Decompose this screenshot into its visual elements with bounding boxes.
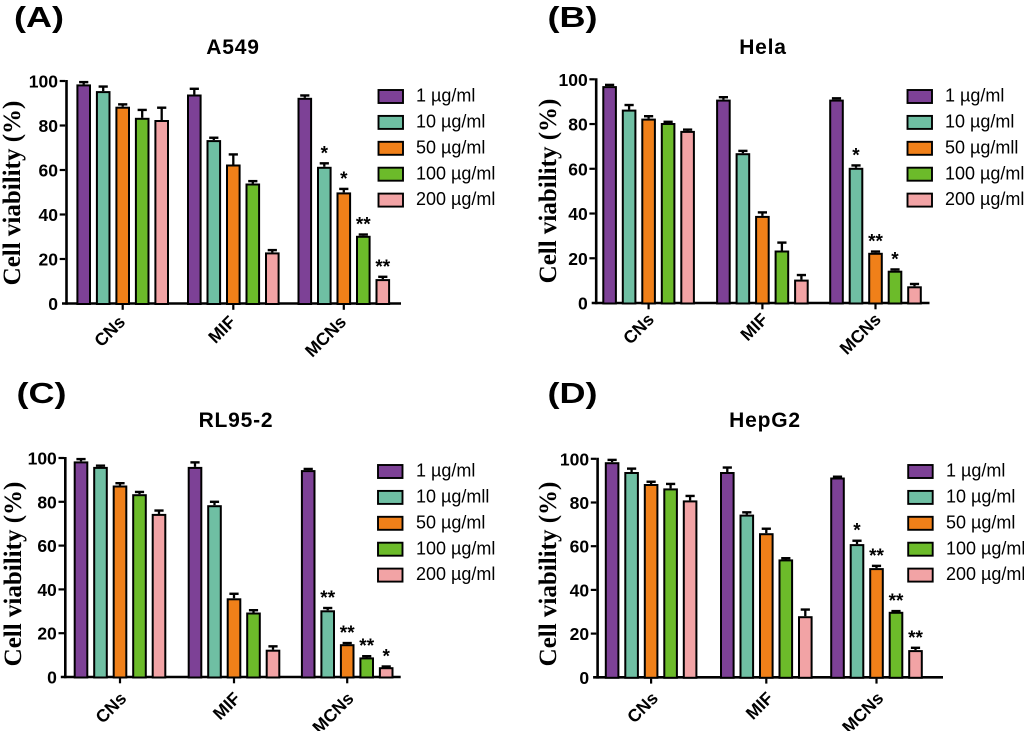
svg-text:Hela: Hela — [739, 36, 787, 59]
svg-text:**: ** — [375, 257, 390, 278]
svg-text:**: ** — [889, 591, 904, 612]
svg-text:40: 40 — [570, 580, 590, 600]
svg-text:10 µg/mll: 10 µg/mll — [416, 487, 489, 507]
svg-text:60: 60 — [570, 537, 590, 557]
svg-text:(C): (C) — [17, 378, 67, 410]
svg-text:Cell viability (%): Cell viability (%) — [0, 482, 27, 667]
svg-text:80: 80 — [39, 116, 59, 136]
svg-text:1 µg/ml: 1 µg/ml — [945, 86, 1004, 106]
svg-text:20: 20 — [570, 624, 590, 644]
svg-text:50 µg/ml: 50 µg/ml — [416, 512, 485, 532]
svg-text:40: 40 — [37, 580, 57, 600]
svg-text:0: 0 — [47, 668, 57, 688]
svg-text:10 µg/ml: 10 µg/ml — [945, 112, 1014, 132]
svg-text:**: ** — [356, 215, 371, 236]
svg-text:A549: A549 — [206, 36, 259, 59]
svg-text:Cell viability (%): Cell viability (%) — [0, 101, 26, 286]
svg-text:100: 100 — [560, 449, 589, 469]
svg-text:**: ** — [320, 588, 335, 609]
svg-text:*: * — [382, 647, 390, 668]
svg-text:80: 80 — [570, 493, 590, 513]
svg-text:Cell viability (%): Cell viability (%) — [535, 482, 562, 667]
svg-text:(A): (A) — [14, 2, 64, 34]
svg-text:20: 20 — [568, 249, 588, 269]
svg-text:50 µg/ml: 50 µg/ml — [416, 137, 485, 157]
svg-text:60: 60 — [39, 161, 59, 181]
svg-text:100 µg/ml: 100 µg/ml — [416, 163, 495, 183]
svg-text:10 µg/ml: 10 µg/ml — [946, 487, 1015, 507]
svg-text:200 µg/ml: 200 µg/ml — [416, 189, 495, 209]
svg-text:100: 100 — [28, 449, 57, 469]
svg-text:(B): (B) — [548, 2, 598, 34]
svg-text:*: * — [340, 169, 348, 190]
svg-text:100: 100 — [29, 72, 58, 92]
svg-text:1 µg/ml: 1 µg/ml — [416, 461, 475, 481]
svg-text:0: 0 — [48, 294, 58, 314]
svg-text:1 µg/ml: 1 µg/ml — [946, 461, 1005, 481]
svg-text:*: * — [321, 143, 329, 164]
svg-text:50 µg/ml: 50 µg/ml — [946, 512, 1015, 532]
svg-text:200 µg/ml: 200 µg/ml — [945, 189, 1024, 209]
svg-text:Cell viability (%): Cell viability (%) — [535, 99, 562, 284]
svg-text:100 µg/ml: 100 µg/ml — [945, 163, 1024, 183]
svg-text:100 µg/ml: 100 µg/ml — [416, 538, 495, 558]
svg-text:RL95-2: RL95-2 — [199, 409, 274, 432]
svg-text:*: * — [891, 249, 899, 270]
svg-text:100: 100 — [558, 70, 587, 90]
svg-text:100 µg/ml: 100 µg/ml — [946, 538, 1024, 558]
svg-text:80: 80 — [37, 492, 57, 512]
svg-text:(D): (D) — [548, 378, 598, 410]
svg-text:*: * — [852, 145, 860, 166]
svg-text:50 µg/mll: 50 µg/mll — [945, 137, 1018, 157]
svg-text:10 µg/ml: 10 µg/ml — [416, 112, 485, 132]
svg-text:HepG2: HepG2 — [729, 409, 801, 432]
svg-text:200 µg/ml: 200 µg/ml — [946, 564, 1024, 584]
svg-text:0: 0 — [579, 668, 589, 688]
svg-text:**: ** — [868, 232, 883, 253]
svg-text:60: 60 — [568, 159, 588, 179]
svg-text:20: 20 — [37, 624, 57, 644]
svg-text:1 µg/ml: 1 µg/ml — [416, 86, 475, 106]
svg-text:*: * — [853, 521, 861, 542]
svg-text:80: 80 — [568, 115, 588, 135]
svg-text:40: 40 — [568, 204, 588, 224]
svg-text:**: ** — [340, 623, 355, 644]
svg-text:200 µg/ml: 200 µg/ml — [416, 564, 495, 584]
svg-text:**: ** — [359, 636, 374, 657]
svg-text:40: 40 — [39, 205, 59, 225]
svg-text:60: 60 — [37, 536, 57, 556]
svg-text:**: ** — [908, 628, 923, 649]
svg-text:**: ** — [869, 546, 884, 567]
svg-text:20: 20 — [39, 250, 59, 270]
svg-text:0: 0 — [578, 294, 588, 314]
